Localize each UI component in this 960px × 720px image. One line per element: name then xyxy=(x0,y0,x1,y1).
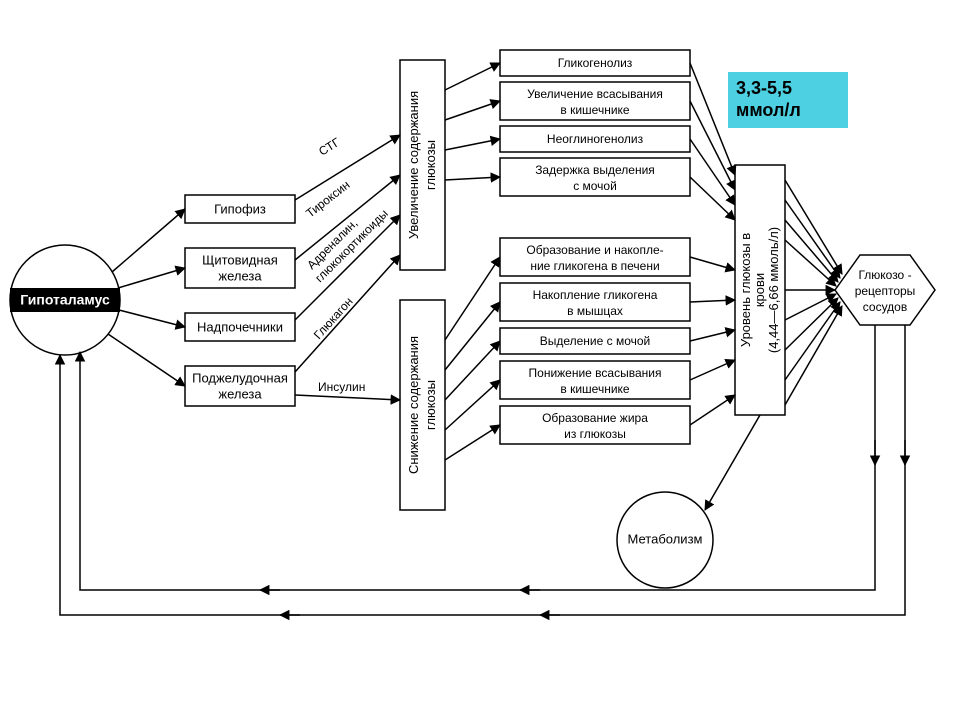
svg-text:Надпочечники: Надпочечники xyxy=(197,319,283,334)
gland-pituitary: Гипофиз xyxy=(185,195,295,223)
svg-text:Задержка выделения: Задержка выделения xyxy=(535,163,655,177)
effects-down: Образование и накопле- ние гликогена в п… xyxy=(500,238,690,444)
svg-text:сосудов: сосудов xyxy=(863,300,907,314)
svg-text:Щитовидная: Щитовидная xyxy=(202,252,278,267)
svg-text:Накопление гликогена: Накопление гликогена xyxy=(533,288,658,302)
svg-text:Увеличение содержания: Увеличение содержания xyxy=(406,91,421,239)
svg-text:рецепторы: рецепторы xyxy=(855,284,916,298)
vbar-level: Уровень глюкозы в крови (4,44—6,66 ммоль… xyxy=(735,165,785,415)
svg-text:из глюкозы: из глюкозы xyxy=(564,427,626,441)
svg-text:Снижение содержания: Снижение содержания xyxy=(406,336,421,474)
svg-text:в кишечнике: в кишечнике xyxy=(560,382,630,396)
hypothalamus-label: Гипоталамус xyxy=(20,292,110,308)
svg-text:в кишечнике: в кишечнике xyxy=(560,103,630,117)
svg-text:с мочой: с мочой xyxy=(573,179,617,193)
svg-text:Образование и накопле-: Образование и накопле- xyxy=(526,243,663,257)
svg-text:железа: железа xyxy=(218,386,262,401)
svg-text:Гликогенолиз: Гликогенолиз xyxy=(558,56,633,70)
svg-text:железа: железа xyxy=(218,268,262,283)
svg-text:крови: крови xyxy=(752,273,767,307)
effects-up: Гликогенолиз Увеличение всасывания в киш… xyxy=(500,50,690,196)
edge-insulin xyxy=(295,395,400,400)
label-insulin: Инсулин xyxy=(318,380,365,394)
svg-text:(4,44—6,66 ммоль/л): (4,44—6,66 ммоль/л) xyxy=(766,227,781,353)
edge-hypo-adrenal xyxy=(119,310,185,327)
svg-text:Уровень глюкозы в: Уровень глюкозы в xyxy=(738,233,753,347)
svg-text:Гипофиз: Гипофиз xyxy=(214,201,266,216)
vbar-increase: Увеличение содержания глюкозы xyxy=(400,60,445,270)
gland-adrenal: Надпочечники xyxy=(185,313,295,341)
edge-hypo-pituitary xyxy=(112,209,185,272)
gland-pancreas: Поджелудочная железа xyxy=(185,366,295,406)
metabolism-label: Метаболизм xyxy=(628,531,703,546)
svg-text:Образование жира: Образование жира xyxy=(542,411,648,425)
svg-text:глюкозы: глюкозы xyxy=(423,380,438,430)
receptors-hex: Глюкозо - рецепторы сосудов xyxy=(835,255,935,325)
edge-glucagon xyxy=(295,255,400,372)
svg-text:Увеличение всасывания: Увеличение всасывания xyxy=(527,87,663,101)
label-glucagon: Глюкагон xyxy=(311,294,356,342)
svg-text:Глюкозо -: Глюкозо - xyxy=(858,268,911,282)
svg-text:глюкозы: глюкозы xyxy=(423,140,438,190)
edge-level-metabolism xyxy=(705,415,760,510)
svg-text:Неоглиногенолиз: Неоглиногенолиз xyxy=(547,132,644,146)
svg-text:в мышцах: в мышцах xyxy=(567,304,623,318)
svg-text:Поджелудочная: Поджелудочная xyxy=(192,370,288,385)
edge-hypo-thyroid xyxy=(118,268,185,288)
label-stg: СТГ xyxy=(316,135,343,159)
svg-text:ние гликогена в печени: ние гликогена в печени xyxy=(530,259,659,273)
annotation-line2: ммол/л xyxy=(736,100,801,120)
svg-text:Понижение всасывания: Понижение всасывания xyxy=(529,366,662,380)
annotation-line1: 3,3-5,5 xyxy=(736,78,792,98)
label-thyroxin: Тироксин xyxy=(303,178,352,221)
svg-text:Выделение с мочой: Выделение с мочой xyxy=(540,334,651,348)
vbar-decrease: Снижение содержания глюкозы xyxy=(400,300,445,510)
diagram-canvas: Гипоталамус Гипофиз Щитовидная железа На… xyxy=(0,0,960,720)
gland-thyroid: Щитовидная железа xyxy=(185,248,295,288)
edge-hypo-pancreas xyxy=(108,334,185,386)
